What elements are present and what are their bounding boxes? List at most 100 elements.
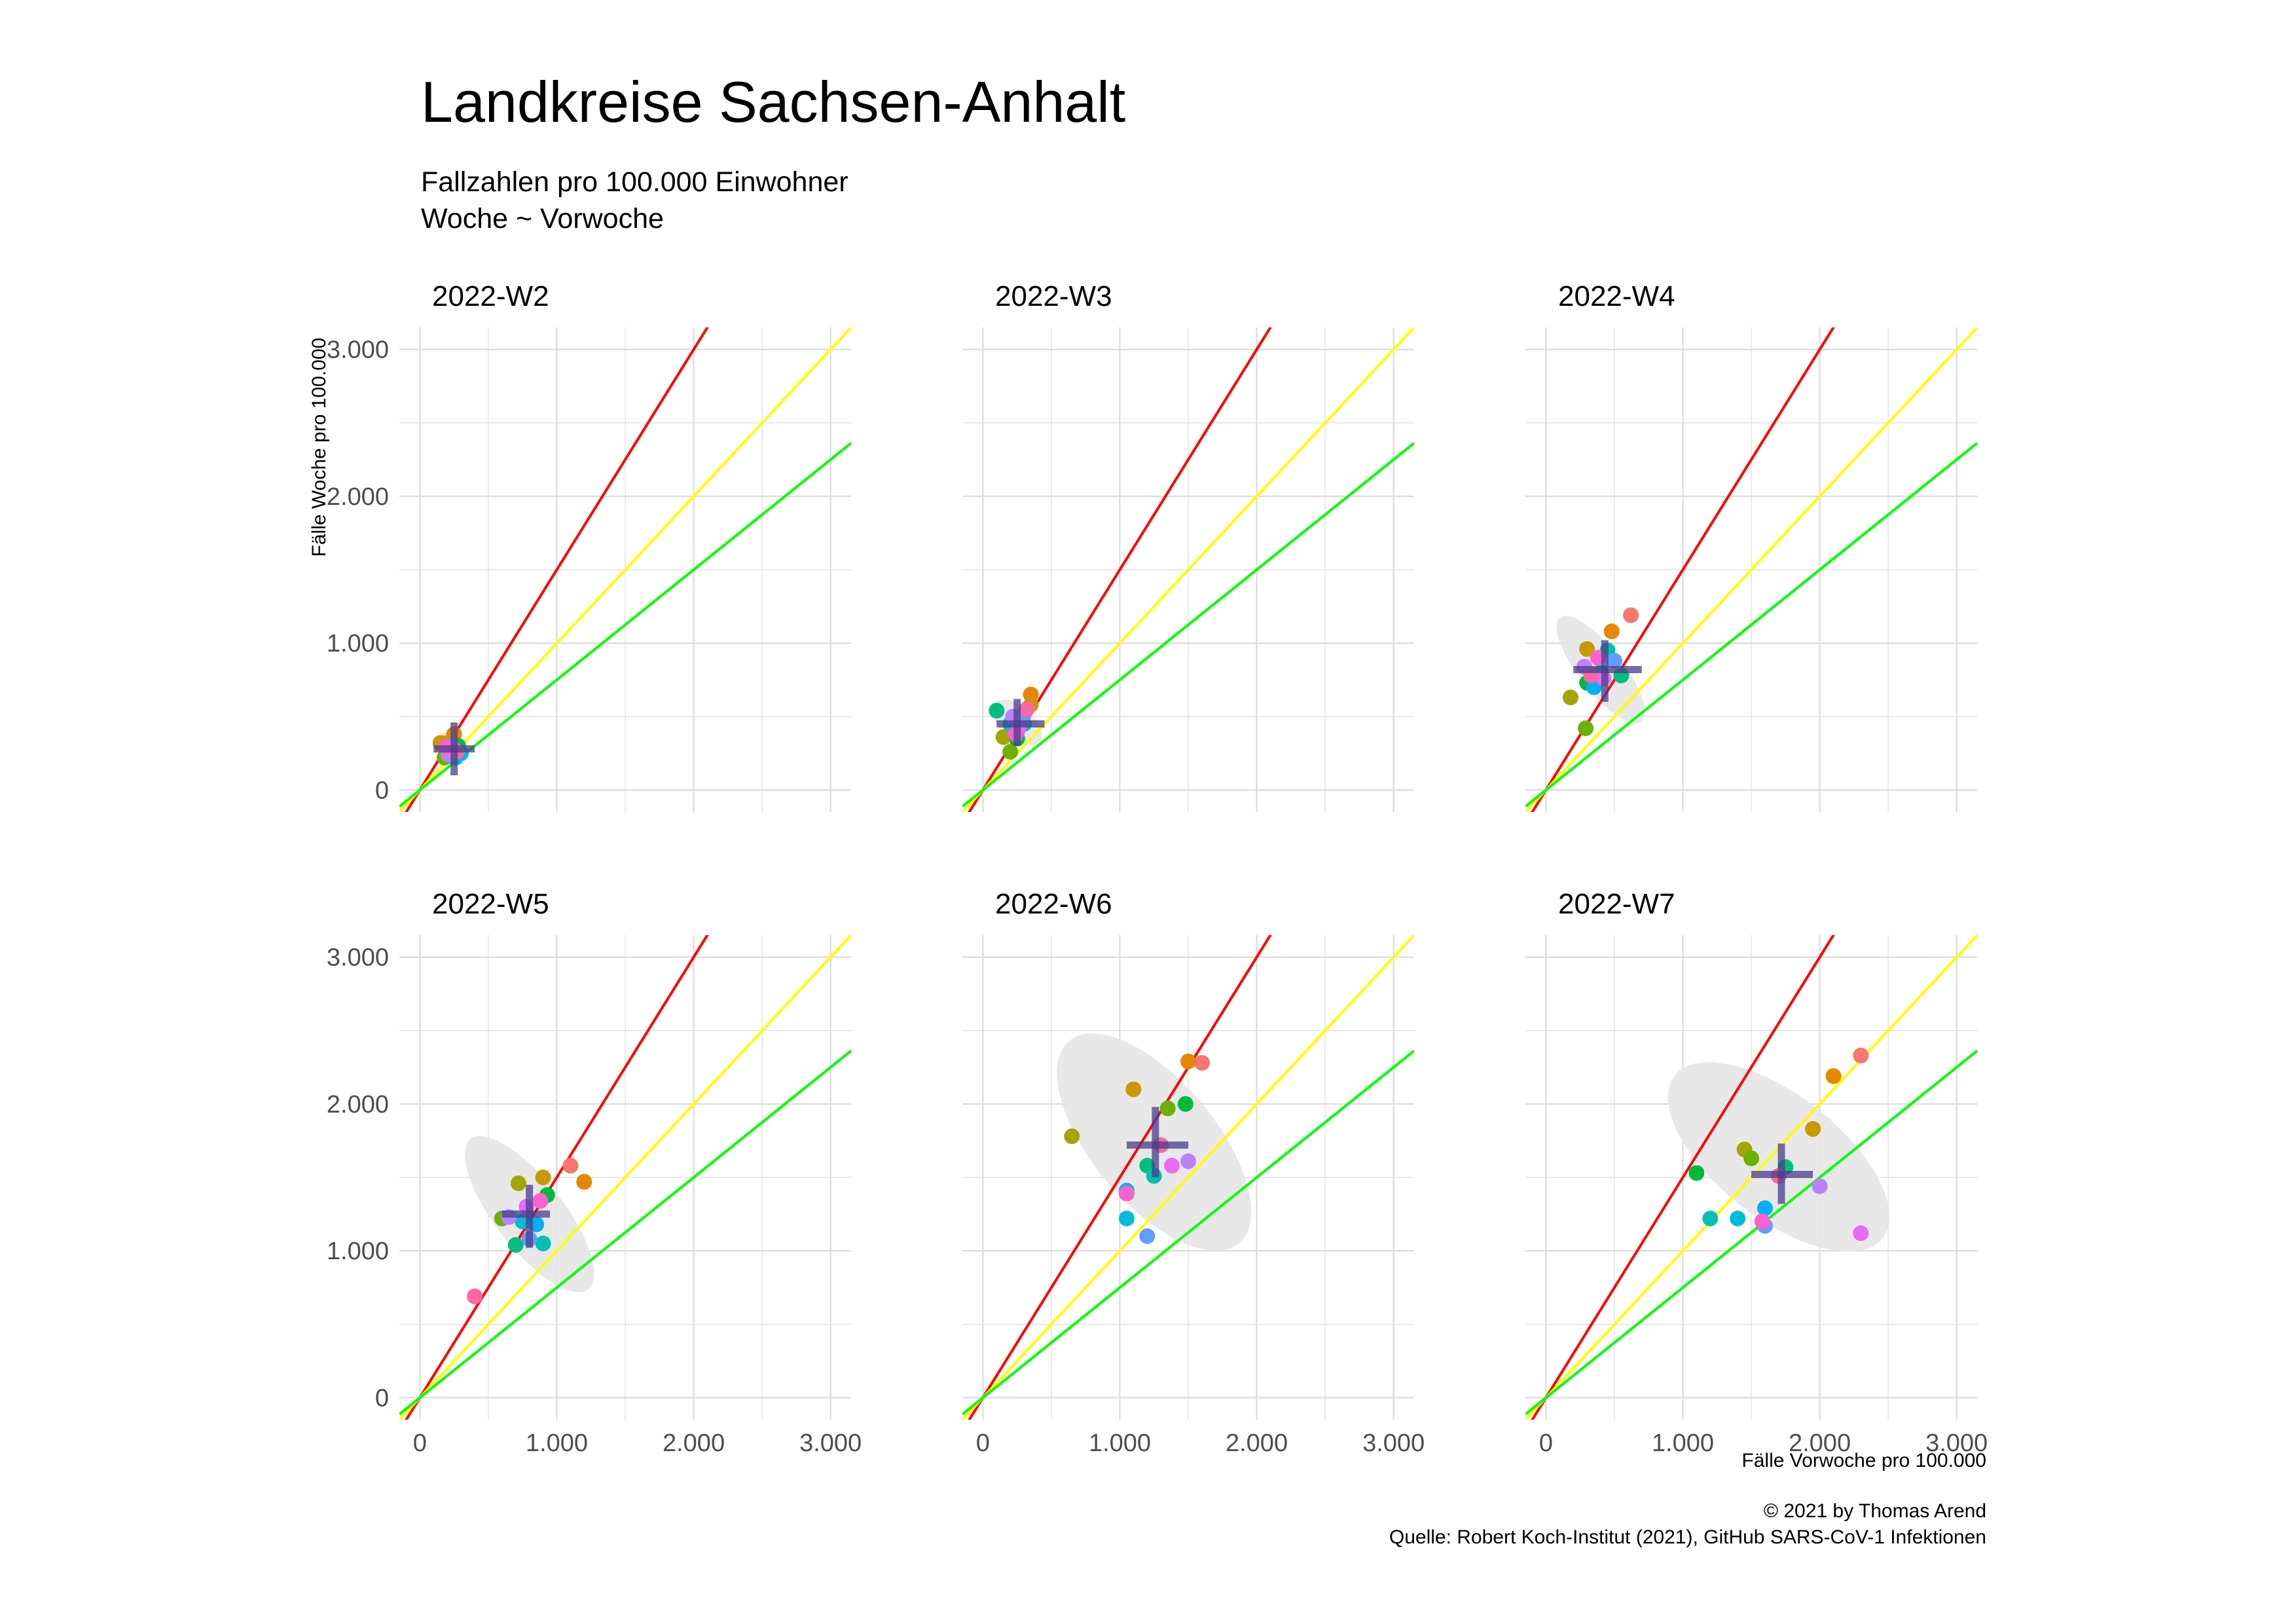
data-point [535,1235,551,1251]
x-tick-label: 1.000 [1089,1430,1151,1457]
data-point [467,1288,483,1304]
facet-strip-label: 2022-W5 [432,888,549,920]
data-point [1805,1121,1821,1137]
x-tick-label: 3.000 [799,1430,862,1457]
chart-title: Landkreise Sachsen-Anhalt [421,69,1126,134]
y-tick-label: 1.000 [327,630,389,657]
data-point [1064,1128,1080,1145]
facet-panel-1: 2022-W2 0 1.000 2.000 3.000 [327,280,851,812]
x-tick-label: 0 [976,1430,990,1457]
caption-source: Quelle: Robert Koch-Institut (2021), Git… [1389,1526,1986,1548]
reference-line-green [399,1050,851,1416]
data-point [1623,607,1639,623]
data-point [1194,1055,1210,1071]
data-point [1019,701,1035,718]
data-point [1743,1150,1759,1166]
y-tick-label: 1.000 [327,1238,389,1265]
facet-panel-5: 2022-W6 0 1.000 2.000 3.000 [962,888,1425,1457]
data-point [1757,1200,1773,1217]
facet-strip-label: 2022-W6 [995,888,1112,920]
plot-layer [1525,327,1977,812]
data-point [1177,1096,1194,1112]
x-tick-label: 2.000 [1226,1430,1288,1457]
facet-strip-label: 2022-W7 [1558,888,1675,920]
data-point [1180,1053,1196,1069]
x-tick-label: 2.000 [1789,1430,1851,1457]
chart-subtitle-line-1: Fallzahlen pro 100.000 Einwohner [421,166,848,198]
data-point [1754,1213,1770,1230]
data-point [1159,1100,1176,1116]
plot-layer [962,327,1414,812]
data-point [1825,1068,1842,1084]
caption-copyright: © 2021 by Thomas Arend [1763,1500,1986,1522]
facet-strip-label: 2022-W4 [1558,280,1675,312]
data-point [995,729,1011,745]
data-point [989,703,1005,719]
reference-line-yellow [1525,327,1977,812]
reference-line-green [1525,1050,1977,1416]
data-point [1125,1081,1142,1098]
x-tick-label: 2.000 [663,1430,725,1457]
data-point [1163,1158,1180,1174]
data-point [1118,1210,1135,1227]
y-tick-label: 0 [375,1384,389,1412]
data-point [510,1175,526,1191]
y-tick-label: 3.000 [327,944,389,972]
data-point [1603,623,1620,640]
x-axis-label: Fälle Vorwoche pro 100.000 [1741,1450,1986,1471]
reference-line-yellow [962,935,1414,1420]
reference-line-green [1525,442,1977,808]
y-tick-label: 3.000 [327,337,389,364]
facet-panel-6: 2022-W7 0 1.000 2.000 3.000 [1525,888,1988,1457]
data-point [1180,1153,1196,1170]
x-tick-label: 1.000 [526,1430,588,1457]
facet-strip-label: 2022-W2 [432,280,549,312]
x-tick-label: 0 [1539,1430,1553,1457]
data-point [532,1192,549,1209]
data-point [1730,1210,1746,1227]
plot-layer [1525,935,1977,1420]
data-point [562,1158,579,1174]
facet-panel-2: 2022-W3 [962,280,1414,812]
data-point [1579,641,1595,657]
data-point [1002,744,1019,760]
reference-line-yellow [399,935,851,1420]
y-tick-label: 2.000 [327,483,389,511]
reference-line-red [1531,935,1835,1420]
reference-line-red [405,935,709,1420]
reference-line-green [962,442,1414,808]
data-point [1702,1210,1719,1227]
y-tick-label: 2.000 [327,1091,389,1118]
data-point [1688,1165,1705,1181]
reference-line-green [962,1050,1414,1416]
reference-line-red [1531,327,1835,812]
facet-strip-label: 2022-W3 [995,280,1112,312]
x-tick-label: 3.000 [1925,1430,1988,1457]
data-point [507,1237,524,1253]
reference-line-yellow [399,327,851,812]
data-point [1563,690,1578,706]
data-point [1606,653,1622,669]
x-tick-label: 3.000 [1362,1430,1425,1457]
plot-layer [399,327,851,812]
x-tick-label: 0 [413,1430,427,1457]
x-tick-label: 1.000 [1652,1430,1714,1457]
data-point [1812,1178,1828,1194]
chart-subtitle-line-2: Woche ~ Vorwoche [421,203,664,234]
facet-panel-4: 2022-W5 0 1.000 2.000 3.000 0 1.000 2.000 3.000 [327,888,862,1457]
data-point [576,1173,592,1190]
grid [399,935,851,1420]
data-point [535,1170,551,1185]
data-point [1578,720,1594,737]
facet-panel-3: 2022-W4 [1525,280,1977,812]
data-point [1118,1185,1135,1202]
plot-layer [962,935,1414,1420]
plot-layer [399,935,851,1420]
grid [962,327,1414,812]
data-point [1853,1225,1869,1242]
data-point [1853,1047,1869,1063]
y-tick-label: 0 [375,777,389,804]
data-point [1139,1228,1156,1244]
reference-line-red [405,327,709,812]
